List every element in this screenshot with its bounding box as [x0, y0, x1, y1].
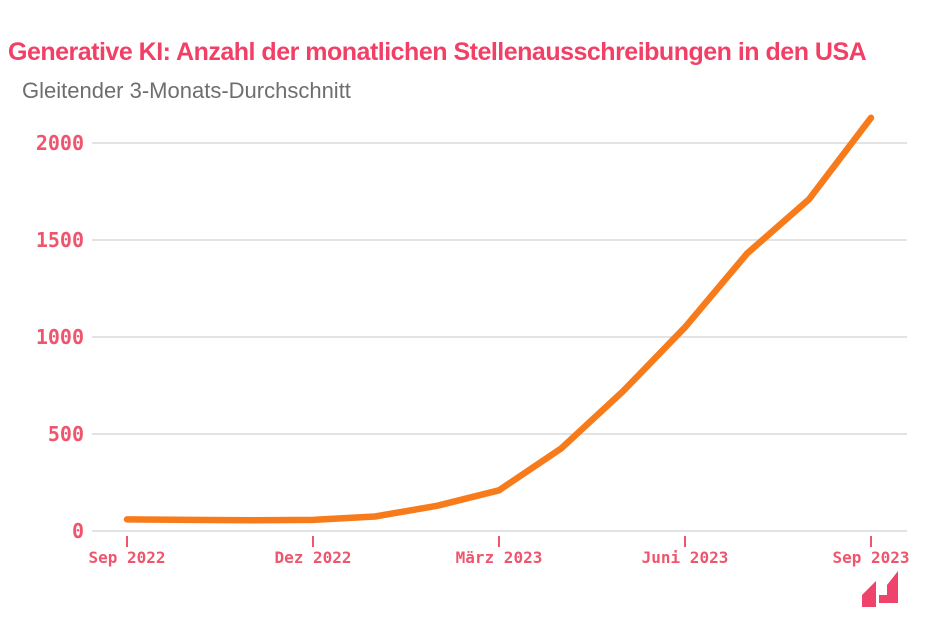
data-line-series: [123, 114, 875, 524]
y-axis-tick-label: 1500: [36, 228, 84, 252]
x-axis-tick-label: Sep 2023: [832, 548, 909, 567]
publisher-logo-icon: [862, 571, 898, 607]
logo-left-arrow-shape: [862, 581, 876, 607]
x-axis-tick-label: Juni 2023: [642, 548, 729, 567]
y-axis-tick-label: 1000: [36, 325, 84, 349]
y-axis-tick-label: 0: [72, 519, 84, 543]
logo-right-arrow-shape: [879, 571, 898, 603]
y-axis-tick-label: 500: [48, 422, 84, 446]
chart-subtitle: Gleitender 3-Monats-Durchschnitt: [22, 78, 351, 104]
x-axis-tick-label: März 2023: [456, 548, 543, 567]
chart-title: Generative KI: Anzahl der monatlichen St…: [8, 37, 867, 66]
x-axis-tick-label: Dez 2022: [274, 548, 351, 567]
x-axis-tick-label: Sep 2022: [88, 548, 165, 567]
y-axis-tick-label: 2000: [36, 131, 84, 155]
